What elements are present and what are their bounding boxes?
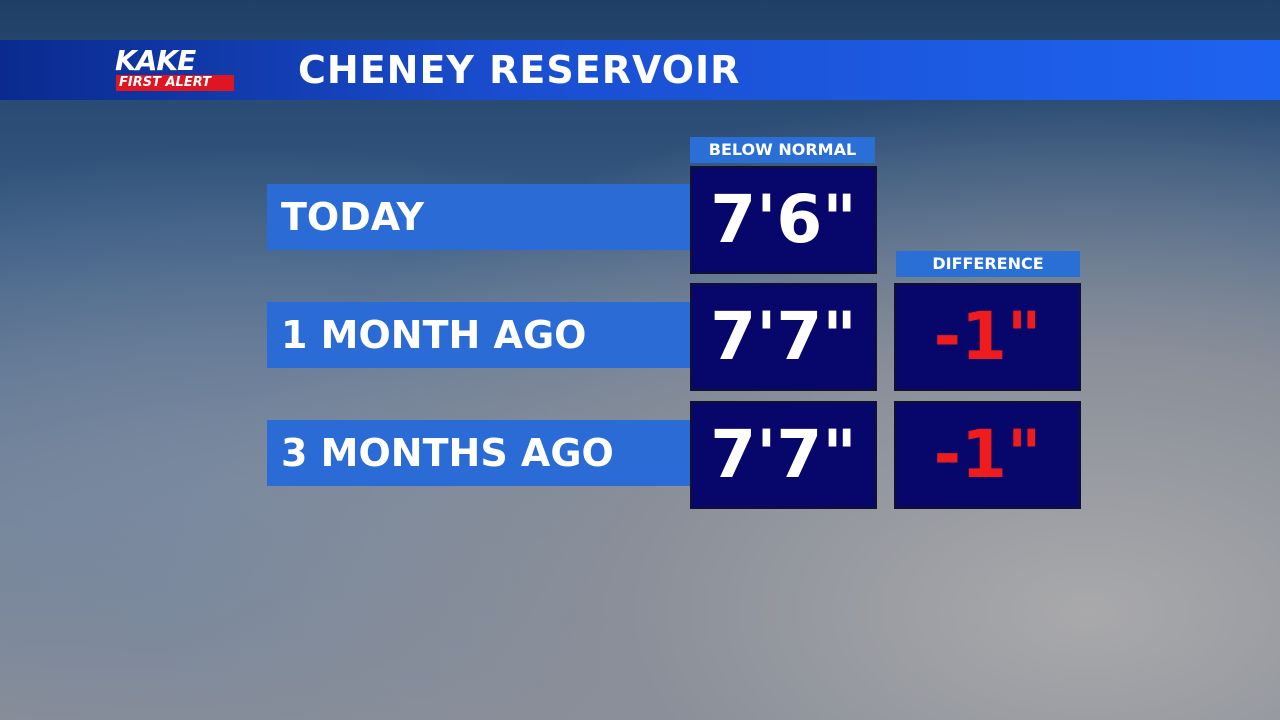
difference-cell: -1" [894, 283, 1081, 391]
logo-badge-1: FIRST [119, 75, 161, 90]
value-cell: 7'7" [690, 401, 877, 509]
difference-cell: -1" [894, 401, 1081, 509]
row-label: TODAY [267, 184, 690, 250]
logo-brand: KAKE [115, 44, 196, 77]
logo-badge-2: ALERT [165, 75, 212, 90]
value-cell: 7'6" [690, 166, 877, 274]
logo-badge: FIRST ALERT [116, 75, 234, 91]
value-cell: 7'7" [690, 283, 877, 391]
column-header: DIFFERENCE [896, 251, 1080, 277]
title: CHENEY RESERVOIR [298, 48, 741, 92]
row-label: 1 MONTH AGO [267, 302, 690, 368]
column-header: BELOW NORMAL [690, 137, 875, 163]
row-label: 3 MONTHS AGO [267, 420, 690, 486]
